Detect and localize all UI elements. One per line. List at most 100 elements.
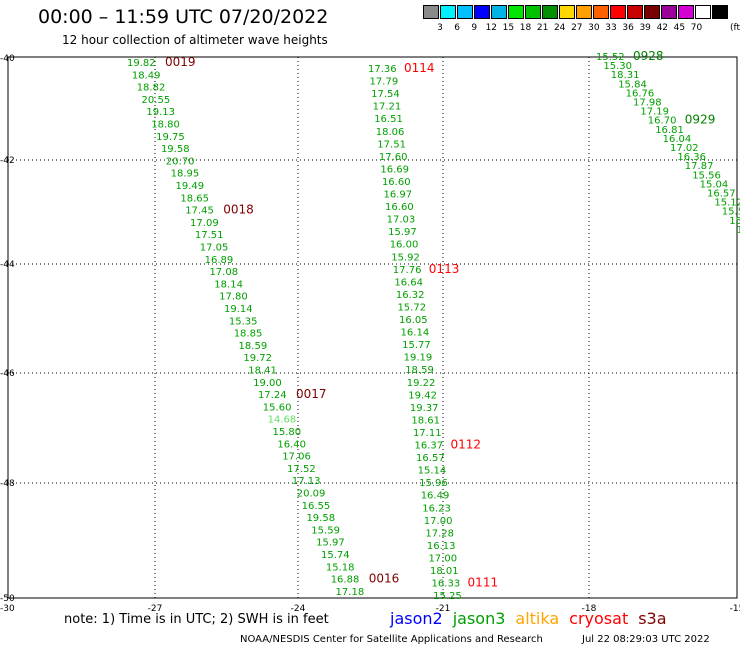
- swh-value: 17.00: [428, 553, 457, 564]
- swh-value: 16.57: [707, 189, 736, 200]
- swh-value: 15.12: [714, 198, 740, 209]
- legend-value: 15: [502, 23, 515, 33]
- swh-value: 17.51: [195, 230, 224, 241]
- swh-value: 15.18: [326, 562, 355, 573]
- swh-value: 15.4: [729, 216, 740, 227]
- map-frame: [7, 56, 738, 599]
- swh-value: 18.85: [234, 329, 263, 340]
- legend-swatch: [576, 5, 592, 19]
- swh-value: 17.76: [393, 265, 422, 276]
- legend-swatch: [423, 5, 439, 19]
- legend-swatch: [610, 5, 626, 19]
- swh-value: 19.22: [407, 378, 436, 389]
- swh-value: 15.97: [388, 227, 417, 238]
- y-tick-label: -48: [0, 479, 15, 489]
- swh-value: 18.59: [239, 341, 268, 352]
- pass-time-label: 0928: [633, 49, 664, 63]
- legend-value: 30: [588, 23, 600, 33]
- swh-value: 17.87: [685, 161, 714, 172]
- x-tick-label: -24: [291, 604, 306, 614]
- swh-value: 16.14: [401, 328, 430, 339]
- corner-label: -30: [0, 604, 15, 614]
- x-tick-label: -21: [436, 604, 451, 614]
- swh-value: 17.03: [387, 215, 416, 226]
- swh-value: 16.64: [394, 277, 423, 288]
- swh-value: 15.72: [397, 302, 426, 313]
- note-text: note: 1) Time is in UTC; 2) SWH is in fe…: [64, 612, 329, 627]
- x-tick-label: -15: [730, 604, 740, 614]
- swh-value: 19.58: [161, 144, 190, 155]
- swh-value: 17.21: [373, 102, 402, 113]
- swh-value: 15.30: [603, 61, 632, 72]
- pass-time-label: 0113: [429, 262, 460, 276]
- swh-value: 18.65: [180, 193, 209, 204]
- pass-time-label: 0016: [369, 572, 400, 586]
- swh-value: 16.81: [655, 125, 684, 136]
- swh-value: 19.49: [176, 181, 205, 192]
- swh-value: 16.57: [416, 453, 445, 464]
- x-tick-label: -27: [148, 604, 163, 614]
- legend-value: 70: [690, 23, 703, 33]
- swh-value: 18.31: [611, 70, 640, 81]
- legend-value: 21: [536, 23, 549, 33]
- swh-value: 15.77: [402, 340, 431, 351]
- swh-value: 16.40: [277, 439, 306, 450]
- swh-value: 18.61: [411, 415, 440, 426]
- legend-value: 6: [454, 23, 460, 33]
- swh-value: 19.72: [243, 353, 272, 364]
- swh-value: 19.00: [253, 378, 282, 389]
- credit-text: NOAA/NESDIS Center for Satellite Applica…: [240, 634, 543, 645]
- timestamp: Jul 22 08:29:03 UTC 2022: [582, 634, 710, 645]
- swh-value: 18.06: [376, 127, 405, 138]
- legend-swatch: [542, 5, 558, 19]
- swh-value: 18.01: [430, 566, 459, 577]
- pass-time-label: 0017: [296, 387, 327, 401]
- swh-value: 15.50: [722, 207, 740, 218]
- swh-value: 16.04: [663, 134, 692, 145]
- swh-value: 16.23: [422, 503, 451, 514]
- legend-swatch: [661, 5, 677, 19]
- swh-value: 17.06: [282, 452, 311, 463]
- swh-value: 16.13: [427, 541, 456, 552]
- swh-value: 17.80: [219, 292, 248, 303]
- swh-value: 16.69: [380, 164, 409, 175]
- swh-value: 16.05: [399, 315, 428, 326]
- swh-value: 15.52: [596, 52, 625, 63]
- swh-value: 17.19: [640, 107, 669, 118]
- swh-value: 16.97: [384, 190, 413, 201]
- satellite-cryosat: cryosat: [569, 609, 629, 628]
- legend-swatch: [644, 5, 660, 19]
- satellite-jason2: jason2: [390, 609, 443, 628]
- swh-value: 19.82: [127, 58, 156, 69]
- swh-value: 17.18: [336, 587, 365, 598]
- swh-value: 17.00: [424, 516, 453, 527]
- swh-value: 16.00: [390, 240, 419, 251]
- pass-time-label: 0111: [468, 576, 499, 590]
- swh-value: 17.24: [258, 390, 287, 401]
- satellite-jason3: jason3: [452, 609, 506, 628]
- swh-value: 20.70: [166, 156, 195, 167]
- swh-value: 15.92: [391, 252, 420, 263]
- swh-value: 17.05: [200, 243, 229, 254]
- swh-value: 15.84: [618, 79, 647, 90]
- legend-value: 3: [437, 23, 443, 33]
- swh-value: 19.42: [408, 390, 437, 401]
- swh-value: 19.19: [404, 353, 433, 364]
- pass-time-label: 0018: [223, 203, 254, 217]
- swh-value: 17.02: [670, 143, 699, 154]
- satellite-altika: altika: [515, 609, 560, 628]
- swh-value: 16.89: [205, 255, 234, 266]
- swh-value: 16.88: [331, 575, 360, 586]
- swh-value: 14.68: [268, 415, 297, 426]
- swh-value: 20.55: [142, 95, 171, 106]
- swh-value: 16.33: [432, 579, 461, 590]
- swh-value: 16.37: [415, 441, 444, 452]
- swh-value: 17.51: [377, 139, 406, 150]
- legend-swatch: [695, 5, 711, 19]
- legend-swatch: [440, 5, 456, 19]
- legend-value: 27: [571, 23, 583, 33]
- y-tick-label: -46: [0, 369, 15, 379]
- y-tick-label: -42: [0, 156, 15, 166]
- swh-value: 15.56: [692, 170, 721, 181]
- swh-value: 18.95: [171, 169, 200, 180]
